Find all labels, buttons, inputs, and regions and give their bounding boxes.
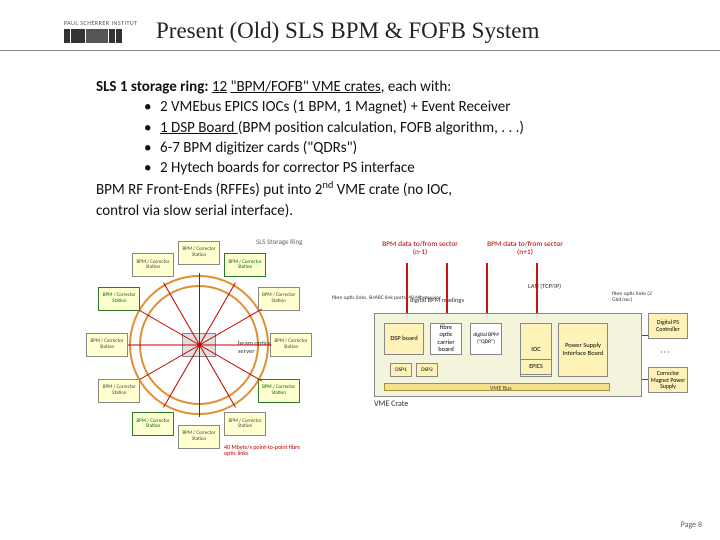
ring-title: SLS Storage Ring — [256, 237, 302, 246]
top-label-right: BPM data to/from sector (n+1) — [480, 241, 570, 258]
ring-node: BPM / Corrector Station — [132, 253, 174, 277]
dbpm-box: digital BPM ("QDR") — [470, 323, 502, 355]
dsp2-chip: DSP2 — [416, 363, 438, 377]
ring-node: BPM / Corrector Station — [86, 333, 128, 357]
bullet-list: 2 VMEbus EPICS IOCs (1 BPM, 1 Magnet) + … — [96, 97, 660, 178]
ring-node: BPM / Corrector Station — [224, 412, 266, 436]
logo-mark — [64, 29, 142, 43]
list-item: 2 Hytech boards for corrector PS interfa… — [144, 158, 660, 178]
diagram-row: SLS Storage Ring beam optics model, serv… — [0, 221, 720, 455]
spoke-line — [199, 273, 200, 345]
epics-box: EPICS — [520, 359, 552, 375]
ellipsis-icon: ⋮ — [659, 347, 672, 357]
ring-node: BPM / Corrector Station — [178, 241, 220, 265]
ring-node: BPM / Corrector Station — [258, 287, 300, 311]
slide-title: Present (Old) SLS BPM & FOFB System — [156, 18, 539, 44]
ring-node: BPM / Corrector Station — [98, 379, 140, 403]
fibre-note: 40 Mbyte/s point-to-point fibre optic li… — [224, 444, 304, 457]
crate-diagram: BPM data to/from sector (n-1) BPM data t… — [330, 235, 660, 445]
lead-line: SLS 1 storage ring: 12 "BPM/FOFB" VME cr… — [96, 77, 660, 97]
list-item: 1 DSP Board (BPM position calculation, F… — [144, 118, 660, 138]
ring-node: BPM / Corrector Station — [98, 287, 140, 311]
carrier-box: fibre optic carrier board — [430, 323, 462, 355]
list-item: 2 VMEbus EPICS IOCs (1 BPM, 1 Magnet) + … — [144, 97, 660, 117]
psib-box: Power Supply Interface Board — [558, 323, 608, 377]
dbpm-label: digital BPM readings — [410, 297, 464, 304]
list-item: 6-7 BPM digitizer cards ("QDRs") — [144, 138, 660, 158]
ring-node: BPM / Corrector Station — [258, 379, 300, 403]
dsp-board-box: DSP board — [384, 323, 424, 355]
spoke-line — [200, 344, 272, 345]
page-number: Page 8 — [681, 520, 702, 530]
rffe-line: BPM RF Front-Ends (RFFEs) put into 2nd V… — [96, 178, 660, 221]
ring-node: BPM / Corrector Station — [224, 253, 266, 277]
ext-ps-controller: Digital PS Controller — [648, 313, 688, 339]
slide-header: PAUL SCHERRER INSTITUT Present (Old) SLS… — [0, 0, 720, 51]
vme-bus-label: VME Bus — [490, 384, 512, 392]
ext-corrector-ps: Corrector Magnet Power Supply — [648, 367, 688, 393]
ring-diagram: SLS Storage Ring beam optics model, serv… — [84, 235, 314, 455]
logo-text: PAUL SCHERRER INSTITUT — [64, 19, 142, 27]
spoke-line — [199, 345, 200, 417]
psi-logo: PAUL SCHERRER INSTITUT — [64, 19, 142, 43]
spoke-line — [128, 344, 200, 345]
top-label-left: BPM data to/from sector (n-1) — [380, 241, 460, 258]
lan-label: LAN (TCP/IP) — [528, 283, 561, 290]
dsp1-chip: DSP1 — [390, 363, 412, 377]
vme-crate-label: VME Crate — [374, 399, 408, 409]
ring-node: BPM / Corrector Station — [270, 333, 312, 357]
ring-node: BPM / Corrector Station — [178, 425, 220, 449]
fibre-right-label: fibre optic links (2 Gbit/sec) — [612, 291, 660, 303]
body-text: SLS 1 storage ring: 12 "BPM/FOFB" VME cr… — [0, 59, 720, 221]
ring-node: BPM / Corrector Station — [132, 412, 174, 436]
